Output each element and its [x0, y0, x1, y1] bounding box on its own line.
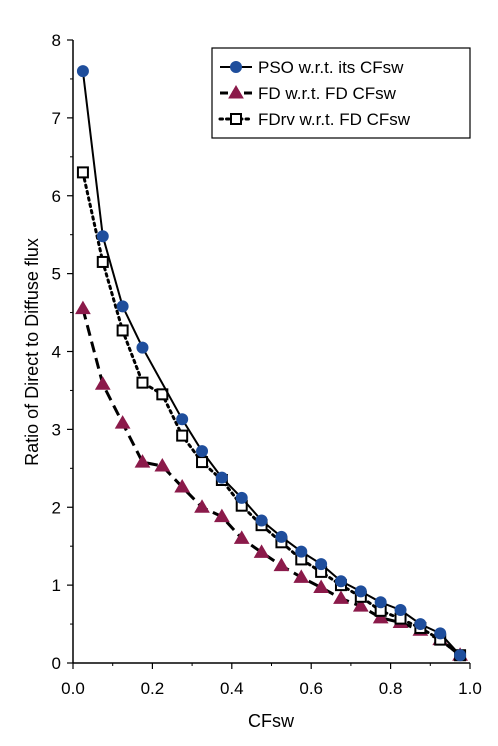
data-point: [136, 376, 149, 389]
data-point: [253, 544, 270, 558]
data-point: [295, 545, 308, 558]
data-point: [273, 557, 290, 572]
data-point: [76, 65, 89, 78]
data-point: [372, 609, 389, 624]
data-point: [116, 324, 129, 337]
series-0: [76, 65, 467, 662]
data-point: [315, 558, 328, 571]
data-point: [414, 618, 427, 631]
data-point: [333, 590, 349, 604]
data-point: [174, 479, 191, 493]
axes: 0 1 2 3 4 5 6 7 8 0.0 0.2 0.4 0.6 0.8 1.0: [52, 31, 482, 698]
data-point: [154, 457, 171, 472]
data-point: [96, 230, 109, 243]
series-2: [76, 166, 467, 662]
series-line: [81, 70, 461, 656]
data-point: [235, 491, 248, 504]
data-point: [136, 341, 149, 354]
data-point: [293, 569, 310, 583]
data-point: [374, 596, 387, 609]
legend-label: FD w.r.t. FD CFsw: [258, 84, 397, 103]
series-line: [81, 170, 462, 657]
legend-label: PSO w.r.t. its CFsw: [258, 58, 404, 77]
y-tick-label: 3: [52, 420, 61, 439]
data-point: [434, 627, 447, 640]
data-point: [196, 445, 209, 458]
x-tick-label: 0.8: [379, 679, 403, 698]
legend-box: [211, 47, 471, 139]
data-point: [176, 429, 189, 442]
data-point: [334, 575, 347, 588]
series-1: [75, 300, 468, 661]
y-tick-label: 4: [52, 343, 61, 362]
y-axis-label: Ratio of Direct to Diffuse flux: [22, 238, 42, 466]
data-point: [176, 413, 189, 426]
data-point: [194, 499, 210, 513]
y-tick-label: 0: [52, 654, 61, 673]
y-tick-label: 1: [52, 576, 61, 595]
x-tick-label: 0.6: [299, 679, 323, 698]
legend-marker: [230, 113, 242, 125]
data-point: [352, 598, 369, 612]
y-tick-label: 6: [52, 187, 61, 206]
x-tick-label: 1.0: [458, 679, 482, 698]
x-tick-label: 0.4: [220, 679, 244, 698]
y-tick-label: 7: [52, 109, 61, 128]
x-axis-label: CFsw: [248, 711, 295, 731]
y-tick-label: 5: [52, 265, 61, 284]
data-point: [94, 376, 111, 390]
data-point: [354, 585, 367, 598]
legend-marker: [230, 61, 242, 73]
y-tick-label: 8: [52, 31, 61, 50]
data-point: [313, 579, 329, 593]
data-point: [116, 300, 129, 313]
data-point: [233, 530, 250, 544]
data-point: [454, 649, 467, 662]
data-point: [394, 604, 407, 617]
y-tick-label: 2: [52, 498, 61, 517]
data-point: [96, 255, 109, 268]
series-layer: [75, 65, 468, 662]
data-point: [255, 514, 268, 527]
x-tick-label: 0.0: [61, 679, 85, 698]
data-point: [275, 530, 288, 543]
legend-marker: [228, 85, 244, 99]
data-point: [114, 415, 131, 429]
legend-label: FDrv w.r.t. FD CFsw: [258, 110, 411, 129]
data-point: [215, 471, 228, 484]
data-point: [75, 300, 91, 315]
data-point: [76, 166, 89, 179]
data-point: [134, 454, 151, 468]
data-point: [214, 508, 230, 523]
series-line: [81, 308, 462, 657]
legend: PSO w.r.t. its CFsw FD w.r.t. FD CFsw FDrv…: [211, 47, 471, 139]
x-tick-label: 0.2: [141, 679, 165, 698]
data-point: [196, 456, 209, 469]
